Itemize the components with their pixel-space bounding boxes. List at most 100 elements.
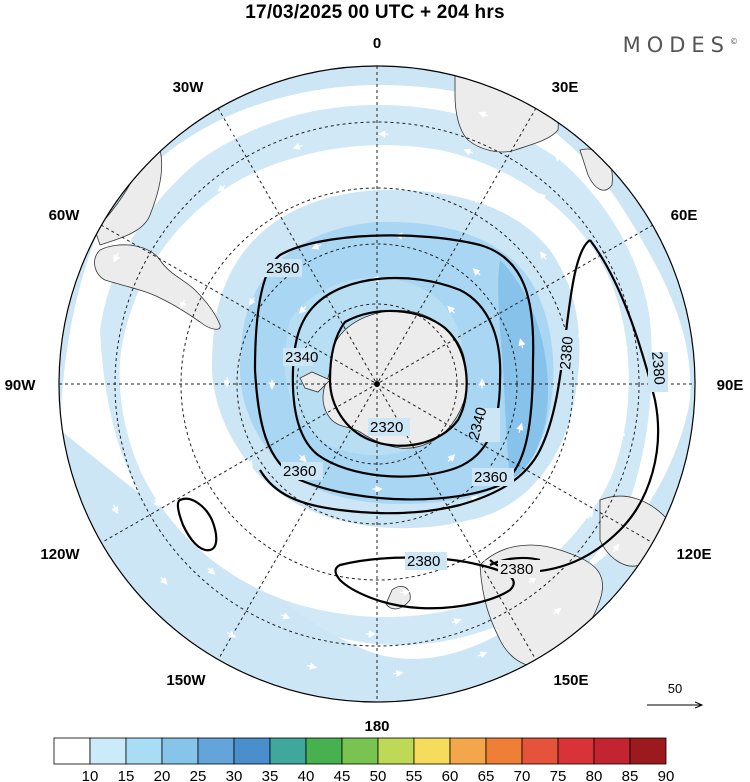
wind-arrow — [307, 662, 318, 670]
lon-label-90e: 90E — [717, 377, 744, 394]
colorbar-tick-label: 40 — [298, 768, 315, 782]
wind-arrow — [554, 154, 563, 162]
colorbar-tick-label: 90 — [658, 768, 675, 782]
lon-label-60e: 60E — [671, 207, 698, 224]
contour-label: 2320 — [370, 419, 403, 436]
wind-arrow — [447, 454, 456, 462]
lon-label-90w: 90W — [5, 377, 37, 394]
colorbar-tick-label: 55 — [406, 768, 423, 782]
map-title: 17/03/2025 00 UTC + 204 hrs — [245, 2, 505, 23]
wind-arrow — [160, 576, 168, 585]
colorbar-swatch — [233, 737, 271, 765]
wind-arrow — [463, 148, 474, 156]
wind-arrow — [125, 416, 134, 427]
wind-arrow — [579, 416, 587, 427]
contour-label: 2360 — [474, 469, 507, 486]
colorbar-swatch — [161, 737, 199, 765]
contour-label-group: 2360 2340 2320 2340 2360 2360 2380 2380 … — [262, 259, 668, 578]
wind-arrow — [301, 182, 311, 190]
wind-arrow — [237, 540, 246, 548]
contour-closed-west — [176, 497, 218, 552]
wind-arrow — [620, 341, 629, 352]
contour-label: 2380 — [407, 553, 440, 570]
colorbar-swatch — [413, 737, 451, 765]
wind-arrow — [586, 509, 594, 520]
colorbar-tick-label: 45 — [334, 768, 351, 782]
colorbar-swatch — [269, 737, 307, 765]
wind-arrow — [292, 142, 303, 150]
colorbar-swatch — [557, 737, 595, 765]
wind-reference-vector: 50 — [647, 681, 702, 705]
wind-arrow — [471, 196, 482, 204]
lon-label-150w: 150W — [166, 672, 206, 689]
colorbar: 10 15 20 25 30 35 40 45 50 55 60 65 70 75 80 85 90 — [53, 737, 675, 782]
wind-arrow — [518, 338, 526, 349]
wind-arrow — [482, 559, 492, 567]
contour-2320 — [328, 309, 468, 447]
wind-arrow — [180, 299, 187, 310]
wind-arrow — [516, 422, 524, 433]
lon-label-150e: 150E — [553, 672, 588, 689]
wind-arrow — [248, 296, 256, 306]
wind-arrow — [161, 182, 169, 191]
south-pole-marker — [374, 381, 380, 387]
wind-arrow — [217, 184, 226, 192]
wind-arrow — [478, 111, 489, 119]
colorbar-tick-label: 85 — [622, 768, 639, 782]
lon-label-180: 180 — [364, 718, 389, 735]
wind-arrow — [651, 293, 659, 304]
colorbar-swatch — [125, 737, 163, 765]
wind-arrow — [387, 171, 398, 179]
wind-arrow — [539, 251, 548, 260]
wind-arrow — [400, 588, 411, 596]
brand-logo: MODES© — [622, 33, 738, 57]
wind-arrow — [391, 529, 402, 537]
contour-label: 2380 — [557, 336, 577, 371]
colorbar-swatch — [593, 737, 631, 765]
wind-arrow — [612, 543, 620, 553]
wind-arrow — [245, 459, 253, 469]
colorbar-swatch — [53, 737, 91, 765]
colorbar-swatch — [629, 737, 667, 765]
colorbar-swatch — [197, 737, 235, 765]
contour-2340 — [291, 276, 502, 478]
wind-arrow — [86, 421, 94, 432]
wind-arrow — [451, 618, 462, 626]
colorbar-swatch — [89, 737, 127, 765]
contour-label: 2360 — [283, 463, 316, 480]
wind-arrow — [307, 97, 318, 105]
colorbar-swatch — [521, 737, 559, 765]
wind-arrow — [227, 128, 237, 136]
south-america — [94, 244, 221, 330]
colorbar-tick-label: 30 — [226, 768, 243, 782]
contour-label: 2340 — [285, 349, 318, 366]
wind-arrow — [299, 454, 307, 463]
wind-arrow — [160, 248, 168, 259]
reference-vector-label: 50 — [668, 681, 682, 696]
wind-arrow — [393, 91, 405, 99]
wind-arrow — [153, 498, 160, 509]
colorbar-swatch — [341, 737, 379, 765]
wind-arrow — [538, 193, 547, 201]
wind-arrow — [477, 651, 488, 659]
colorbar-swatch — [305, 737, 343, 765]
wind-arrow — [546, 497, 554, 507]
wind-arrow — [313, 581, 324, 589]
lon-label-30w: 30W — [173, 79, 205, 96]
lon-label-60w: 60W — [49, 207, 81, 224]
wind-arrow — [183, 470, 191, 480]
wind-arrow — [298, 306, 307, 314]
wind-arrow — [553, 607, 562, 616]
wind-arrow — [472, 268, 481, 276]
colorbar-tick-label: 80 — [586, 768, 603, 782]
wind-arrow — [280, 612, 291, 620]
colorbar-tick-label: 65 — [478, 768, 495, 782]
lon-label-30e: 30E — [552, 79, 579, 96]
wind-arrow — [577, 329, 585, 340]
colorbar-tick-label: 60 — [442, 768, 459, 782]
colorbar-tick-label: 15 — [118, 768, 135, 782]
colorbar-tick-label: 20 — [154, 768, 171, 782]
wind-arrow — [111, 504, 118, 515]
colorbar-tick-label: 25 — [190, 768, 207, 782]
